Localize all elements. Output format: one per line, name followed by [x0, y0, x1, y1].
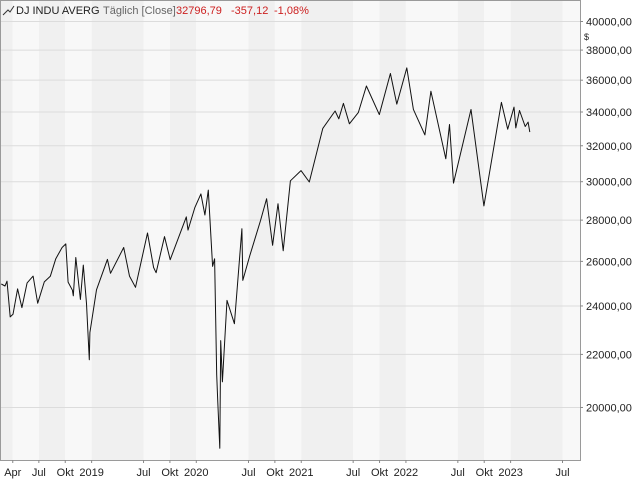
y-tick-label: 30000,00: [586, 177, 632, 189]
series: [1, 67, 531, 449]
quarter-band: [169, 1, 197, 460]
quarter-band: [274, 1, 302, 460]
quarter-band: [196, 1, 249, 460]
quarter-band: [91, 1, 144, 460]
x-tick-label: Jul: [32, 467, 46, 479]
quarter-band: [143, 1, 170, 460]
x-tick-label: 2021: [289, 467, 313, 479]
y-tick-label: 36000,00: [586, 75, 632, 87]
y-tick-label: 24000,00: [586, 301, 632, 313]
x-tick-label: Jul: [555, 467, 569, 479]
x-tick-label: Okt: [266, 467, 283, 479]
y-tick-label: 38000,00: [586, 45, 632, 57]
x-tick-label: Jul: [241, 467, 255, 479]
x-tick-label: Jul: [346, 467, 360, 479]
quarter-band: [510, 1, 563, 460]
y-tick-label: 22000,00: [586, 349, 632, 361]
chart-header: DJ INDU AVERG Täglich [Close] 32796,79 -…: [2, 5, 309, 17]
y-tick-label: 32000,00: [586, 141, 632, 153]
x-tick-label: Okt: [161, 467, 178, 479]
x-tick-label: Apr: [4, 467, 21, 479]
last-price: 32796,79: [176, 5, 222, 17]
x-tick-label: 2023: [498, 467, 522, 479]
y-tick-label: 28000,00: [586, 215, 632, 227]
x-tick-label: Okt: [57, 467, 74, 479]
x-tick-label: Jul: [451, 467, 465, 479]
instrument-name: DJ INDU AVERG: [16, 5, 100, 17]
quarter-band: [65, 1, 92, 460]
quarter-band: [301, 1, 354, 460]
chart-line-icon: [2, 5, 15, 16]
y-tick-label: 20000,00: [586, 402, 632, 414]
x-tick-label: 2019: [79, 467, 103, 479]
y-unit-label: $: [584, 32, 589, 42]
quarter-bands: [1, 1, 580, 460]
quarter-band: [379, 1, 406, 460]
y-tick-label: 34000,00: [586, 107, 632, 119]
y-tick-label: 40000,00: [586, 17, 632, 29]
quarter-band: [1, 1, 13, 460]
price-change: -357,12: [231, 5, 268, 17]
quarter-band: [457, 1, 485, 460]
quarter-band: [38, 1, 66, 460]
x-axis: Apr Jul Okt 2019 Jul Okt 2020 Jul Okt 2021 Jul Okt 2…: [4, 460, 570, 479]
x-tick-label: 2022: [394, 467, 418, 479]
grid-lines: [1, 21, 580, 408]
quarter-band: [12, 1, 39, 460]
price-change-percent: -1,08%: [274, 5, 309, 17]
quarter-band: [562, 1, 580, 460]
series-line: [1, 67, 531, 449]
quarter-band: [484, 1, 511, 460]
quarter-band: [405, 1, 458, 460]
x-tick-label: Okt: [476, 467, 493, 479]
price-mode: Täglich [Close]: [103, 5, 176, 17]
x-tick-label: Jul: [136, 467, 150, 479]
x-tick-label: Okt: [371, 467, 388, 479]
plot-frame: [0, 0, 581, 461]
y-axis: 40000,00 38000,00 36000,00 34000,00 32000,00…: [580, 17, 632, 414]
y-tick-label: 26000,00: [586, 256, 632, 268]
x-tick-label: 2020: [184, 467, 208, 479]
quarter-band: [353, 1, 380, 460]
